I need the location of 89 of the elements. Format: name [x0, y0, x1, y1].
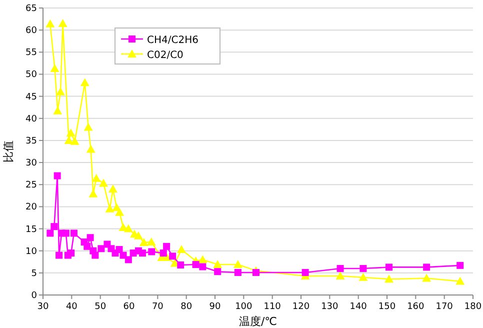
point: [56, 252, 63, 259]
point: [358, 272, 368, 281]
x-tick-label: 80: [180, 302, 192, 312]
x-tick-label: 170: [436, 302, 454, 312]
point: [252, 268, 260, 276]
point: [92, 174, 101, 182]
point: [84, 122, 93, 131]
legend-label: CH4/C2H6: [147, 35, 198, 46]
point: [84, 242, 91, 250]
point: [134, 231, 143, 240]
point: [54, 172, 61, 180]
point: [124, 224, 133, 232]
x-tick-label: 60: [123, 302, 135, 312]
point: [98, 178, 108, 187]
point: [70, 136, 80, 145]
point: [116, 246, 123, 254]
point: [108, 184, 118, 193]
y-tick-label: 55: [26, 48, 37, 58]
y-axis-title: 比值: [2, 140, 15, 162]
x-tick-label: 110: [264, 302, 282, 312]
point: [68, 250, 75, 257]
x-tick-label: 100: [235, 302, 253, 312]
point: [98, 245, 105, 252]
y-tick-label: 50: [26, 70, 38, 80]
point: [169, 252, 176, 260]
y-tick-label: 45: [26, 92, 37, 102]
x-tick-label: 150: [378, 302, 396, 312]
y-tick-label: 5: [31, 268, 37, 279]
point: [115, 208, 124, 216]
point: [80, 78, 90, 86]
point: [423, 264, 430, 271]
point: [139, 238, 148, 246]
point: [92, 252, 99, 259]
point: [199, 263, 206, 270]
point: [124, 256, 132, 264]
point: [163, 242, 170, 250]
x-axis-title: 温度/℃: [238, 315, 278, 328]
point: [46, 230, 54, 237]
point: [233, 260, 242, 268]
x-tick-label: 50: [94, 302, 106, 312]
point: [86, 234, 94, 242]
point: [384, 274, 394, 283]
point: [148, 248, 156, 256]
point: [336, 272, 345, 280]
point: [336, 265, 344, 272]
point: [198, 255, 208, 264]
point: [46, 19, 55, 28]
point: [66, 128, 76, 136]
point: [302, 268, 309, 276]
y-tick-label: 40: [26, 114, 38, 124]
y-tick-label: 35: [26, 136, 37, 146]
y-tick-label: 20: [26, 202, 38, 213]
x-tick-label: 130: [321, 302, 339, 312]
legend-label: C02/C0: [147, 50, 184, 61]
point: [456, 276, 465, 285]
point: [160, 250, 167, 257]
y-tick-label: 10: [26, 246, 38, 257]
point: [138, 250, 146, 257]
point: [422, 274, 432, 282]
point: [214, 268, 222, 276]
x-tick-label: 140: [350, 302, 368, 312]
point: [192, 261, 200, 268]
point: [360, 265, 367, 272]
y-tick-label: 30: [26, 158, 38, 169]
point: [176, 245, 186, 254]
point: [456, 262, 464, 269]
point: [177, 261, 184, 268]
y-tick-label: 65: [26, 4, 37, 14]
y-tick-label: 25: [26, 180, 37, 191]
point: [62, 230, 70, 237]
x-tick-label: 90: [209, 302, 221, 312]
point: [386, 264, 393, 271]
point: [105, 204, 114, 212]
point: [86, 144, 96, 153]
y-tick-label: 60: [26, 26, 38, 36]
point: [50, 223, 58, 230]
x-tick-label: 160: [407, 302, 425, 312]
y-tick-label: 15: [26, 224, 37, 235]
point: [58, 18, 68, 27]
point: [50, 64, 60, 72]
point: [146, 238, 156, 246]
point: [234, 268, 242, 276]
x-tick-label: 40: [66, 302, 78, 312]
point: [70, 230, 78, 237]
y-tick-label: 0: [31, 291, 38, 301]
point: [213, 260, 222, 268]
x-tick-label: 120: [292, 302, 310, 312]
x-tick-label: 70: [152, 302, 164, 312]
x-tick-label: 180: [464, 302, 482, 312]
